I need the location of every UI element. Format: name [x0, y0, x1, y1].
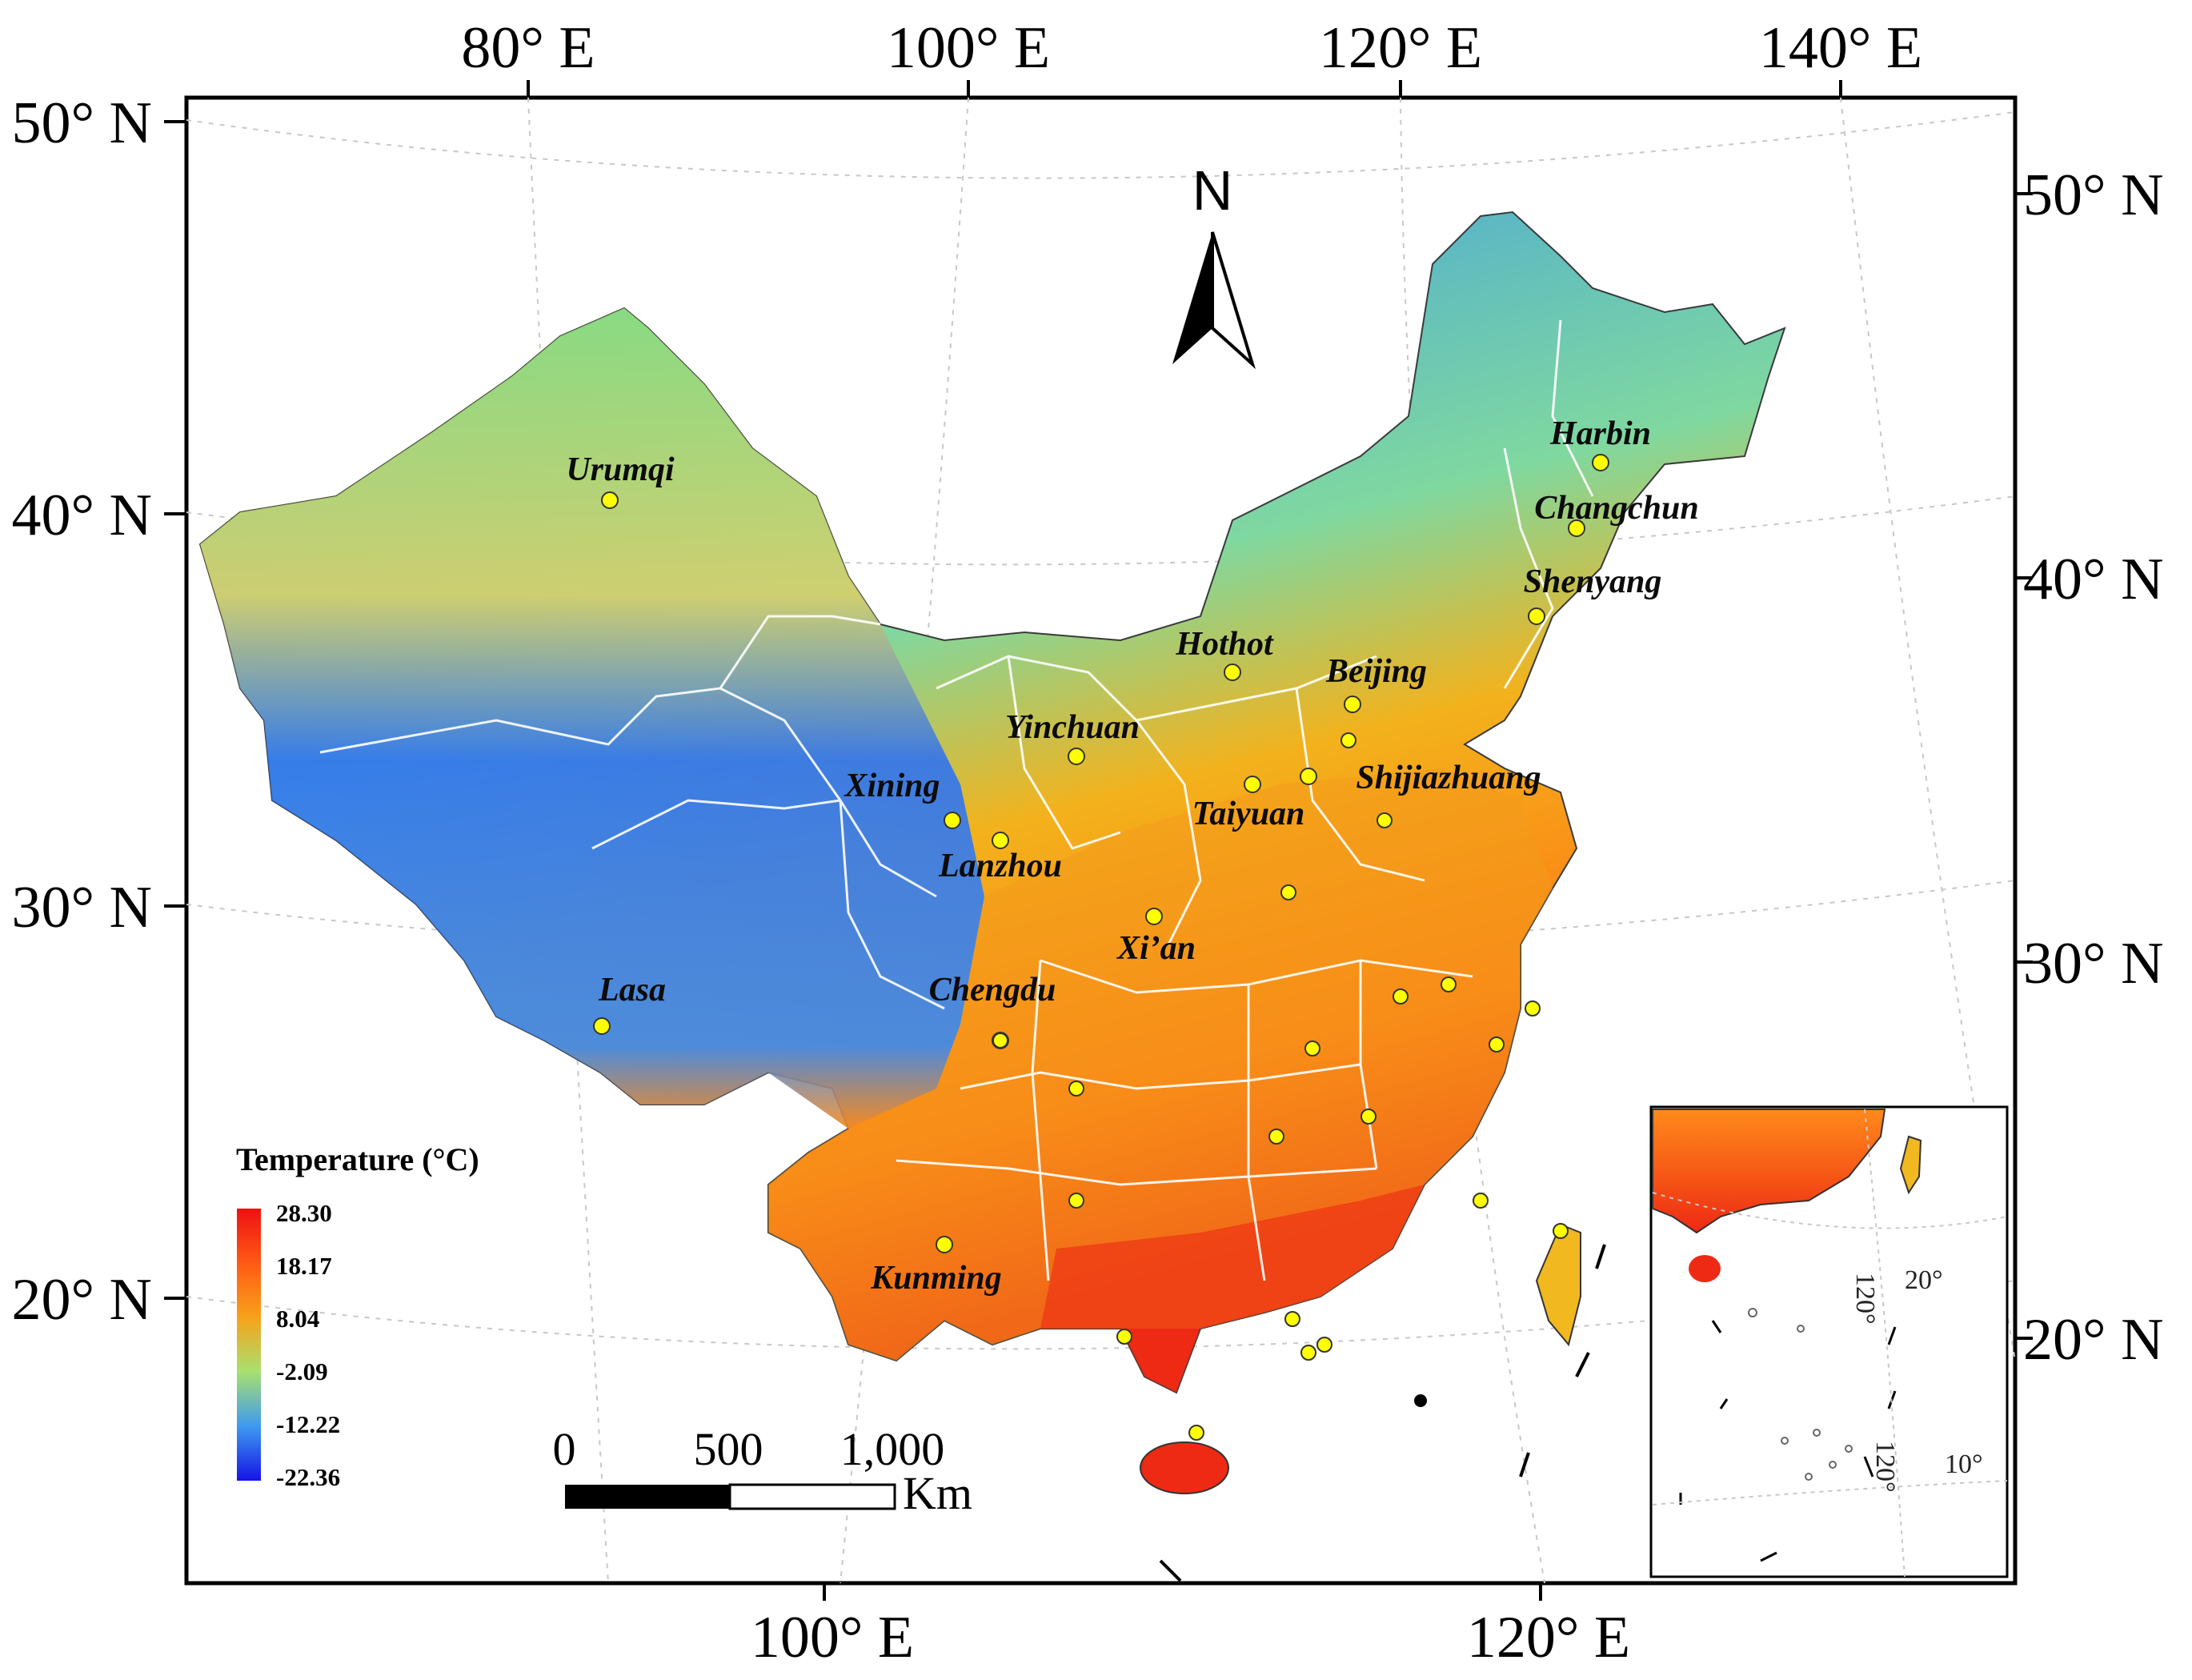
left-lat-label: 40° N: [11, 483, 152, 548]
city-marker: [1528, 607, 1545, 625]
taiwan-island: [1535, 1223, 1581, 1347]
city-label: Changchun: [1534, 490, 1698, 527]
left-lat-label: 30° N: [11, 875, 152, 940]
city-xining: Xining: [843, 768, 961, 829]
city-marker: [1224, 664, 1241, 681]
right-lat-label: 20° N: [2023, 1307, 2164, 1373]
legend-title: Temperature (°C): [236, 1141, 479, 1177]
cities-layer: Harbin Changchun Shenyang Urumqi Hothot Beiji…: [566, 415, 1698, 1297]
province-boundaries: [319, 319, 1594, 1281]
city-marker: [936, 1236, 953, 1253]
top-lon-label: 100° E: [887, 15, 1050, 81]
legend-value: -22.36: [276, 1463, 340, 1491]
top-lon-label: 80° E: [461, 15, 595, 81]
scale-unit: Km: [903, 1467, 972, 1519]
top-longitude-labels: 80° E 100° E 120° E 140° E: [461, 15, 1922, 81]
city-marker: [601, 491, 619, 509]
top-lon-label: 120° E: [1319, 15, 1482, 81]
north-arrow-label: N: [1192, 159, 1233, 222]
city-changchun: Changchun: [1534, 490, 1699, 537]
left-latitude-ticks: [164, 120, 186, 1300]
city-label: Shijiazhuang: [1356, 760, 1541, 796]
legend-value: 18.17: [276, 1252, 332, 1280]
city-shenyang: Shenyang: [1524, 563, 1662, 625]
inset-lon-label: 120°: [1850, 1273, 1880, 1325]
city-yinchuan: Yinchuan: [1005, 709, 1140, 765]
south-sea-islands: [1159, 1244, 1606, 1582]
city-label: Shenyang: [1524, 563, 1662, 600]
city-urumqi: Urumqi: [566, 451, 675, 509]
legend-value: 28.30: [276, 1199, 332, 1227]
city-label: Harbin: [1549, 415, 1651, 452]
city-harbin: Harbin: [1549, 415, 1651, 471]
city-marker: [1145, 908, 1163, 925]
inset-hainan: [1689, 1255, 1721, 1282]
inset-lon-label: 120°: [1870, 1441, 1900, 1493]
north-arrow: N: [1172, 159, 1256, 370]
city-kunming: Kunming: [870, 1236, 1002, 1297]
hainan-island: [1140, 1441, 1229, 1494]
top-longitude-ticks: [527, 80, 1842, 98]
city-label: Urumqi: [566, 451, 675, 488]
scale-label: 1,000: [840, 1423, 945, 1475]
legend-value: -12.22: [276, 1410, 340, 1438]
inset-taiwan: [1899, 1135, 1922, 1195]
bottom-longitude-labels: 100° E 120° E: [751, 1605, 1630, 1670]
city-label: Xi’an: [1116, 930, 1196, 967]
inset-land: [1652, 1109, 1886, 1234]
tibet-plateau-region: [200, 308, 984, 1129]
city-label: Hothot: [1175, 626, 1274, 663]
city-lanzhou: Lanzhou: [938, 832, 1062, 884]
temperature-legend: Temperature (°C) 28.30 18.17 8.04 -2.09 …: [236, 1141, 479, 1491]
inset-lat-label: 10°: [1945, 1449, 1983, 1479]
right-lat-label: 30° N: [2023, 931, 2164, 996]
scale-label: 0: [553, 1423, 576, 1475]
left-lat-label: 20° N: [11, 1267, 152, 1333]
city-taiyuan: Taiyuan: [1192, 776, 1305, 832]
city-label: Kunming: [870, 1260, 1001, 1297]
unlabeled-city-markers: [992, 732, 1569, 1441]
scale-label: 500: [694, 1423, 763, 1475]
bottom-lon-label: 100° E: [751, 1605, 914, 1670]
right-latitude-ticks: [2015, 192, 2033, 1340]
city-marker: [1592, 454, 1609, 471]
left-latitude-labels: 50° N 40° N 30° N 20° N: [11, 90, 152, 1333]
city-label: Yinchuan: [1005, 709, 1140, 746]
city-hothot: Hothot: [1175, 626, 1274, 681]
city-marker: [1568, 519, 1585, 537]
legend-colorbar: [237, 1209, 261, 1481]
city-shijiazhuang: Shijiazhuang: [1300, 760, 1541, 796]
top-lon-label: 140° E: [1759, 15, 1922, 81]
city-label: Taiyuan: [1192, 796, 1305, 832]
city-marker: [593, 1017, 611, 1035]
city-xian: Xi’an: [1116, 908, 1196, 967]
bottom-lon-label: 120° E: [1467, 1605, 1630, 1670]
scale-bar: 0 500 1,000 Km: [553, 1423, 973, 1519]
city-marker: [944, 812, 961, 829]
right-lat-label: 50° N: [2023, 162, 2164, 228]
city-label: Lanzhou: [938, 848, 1062, 884]
city-beijing: Beijing: [1325, 653, 1427, 713]
city-lasa: Lasa: [593, 972, 666, 1035]
inset-lat-label: 20°: [1905, 1265, 1943, 1295]
city-label: Chengdu: [929, 972, 1056, 1008]
city-marker: [992, 832, 1009, 849]
left-lat-label: 50° N: [11, 90, 152, 156]
city-label: Lasa: [598, 972, 666, 1008]
south-china-sea-inset: 20° 10° 120° 120°: [1649, 1105, 2009, 1578]
city-label: Xining: [843, 768, 940, 804]
city-marker: [1244, 776, 1261, 793]
south-hot-region: [1040, 1185, 1425, 1393]
legend-value: -2.09: [276, 1357, 328, 1385]
bottom-longitude-ticks: [823, 1583, 1542, 1601]
city-label: Beijing: [1325, 653, 1427, 690]
legend-value: 8.04: [276, 1305, 319, 1333]
city-marker: [1068, 748, 1085, 765]
city-marker: [1300, 768, 1317, 785]
right-latitude-labels: 50° N 40° N 30° N 20° N: [2023, 162, 2164, 1373]
city-marker: [1344, 696, 1361, 713]
right-lat-label: 40° N: [2023, 547, 2164, 612]
